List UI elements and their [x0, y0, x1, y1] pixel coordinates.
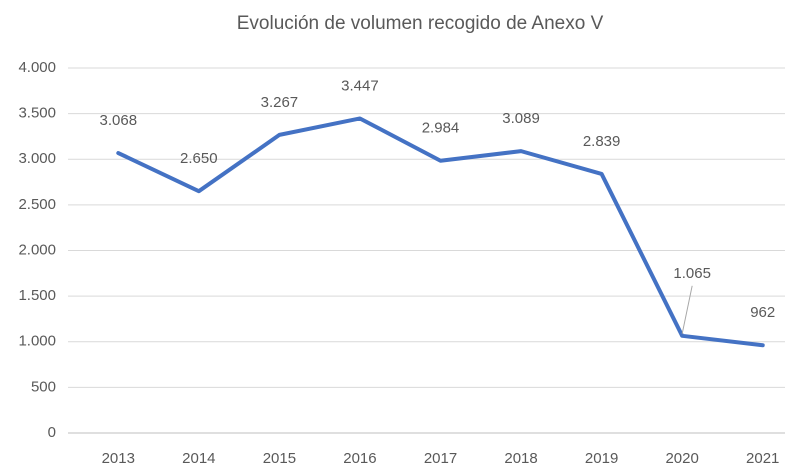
line: [116, 116, 765, 348]
leader-line: [681, 285, 693, 334]
x-tick-label: 2018: [504, 450, 537, 467]
x-tick-label: 2021: [746, 450, 779, 467]
y-tick-label: 2.000: [18, 241, 56, 258]
y-tick-label: 2.500: [18, 196, 56, 213]
data-label: 3.089: [502, 110, 540, 127]
data-label: 1.065: [673, 265, 711, 282]
y-tick-label: 3.000: [18, 150, 56, 167]
data-label: 3.068: [100, 112, 138, 129]
y-tick-label: 0: [48, 424, 56, 441]
data-label: 3.447: [341, 77, 379, 94]
x-tick-label: 2016: [343, 450, 376, 467]
data-label: 962: [750, 304, 775, 321]
y-tick-label: 4.000: [18, 59, 56, 76]
y-tick-label: 3.500: [18, 105, 56, 122]
x-tick-label: 2015: [263, 450, 296, 467]
y-tick-label: 1.500: [18, 287, 56, 304]
data-label: 3.267: [261, 94, 299, 111]
data-label: 2.984: [422, 120, 460, 137]
data-label: 2.839: [583, 133, 621, 150]
x-tick-label: 2017: [424, 450, 457, 467]
x-tick-label: 2019: [585, 450, 618, 467]
data-label: 2.650: [180, 150, 218, 167]
x-tick-label: 2013: [102, 450, 135, 467]
x-tick-label: 2014: [182, 450, 215, 467]
y-tick-label: 1.000: [18, 333, 56, 350]
chart-title: Evolución de volumen recogido de Anexo V: [237, 13, 604, 34]
y-tick-label: 500: [31, 378, 56, 395]
x-tick-label: 2020: [665, 450, 698, 467]
